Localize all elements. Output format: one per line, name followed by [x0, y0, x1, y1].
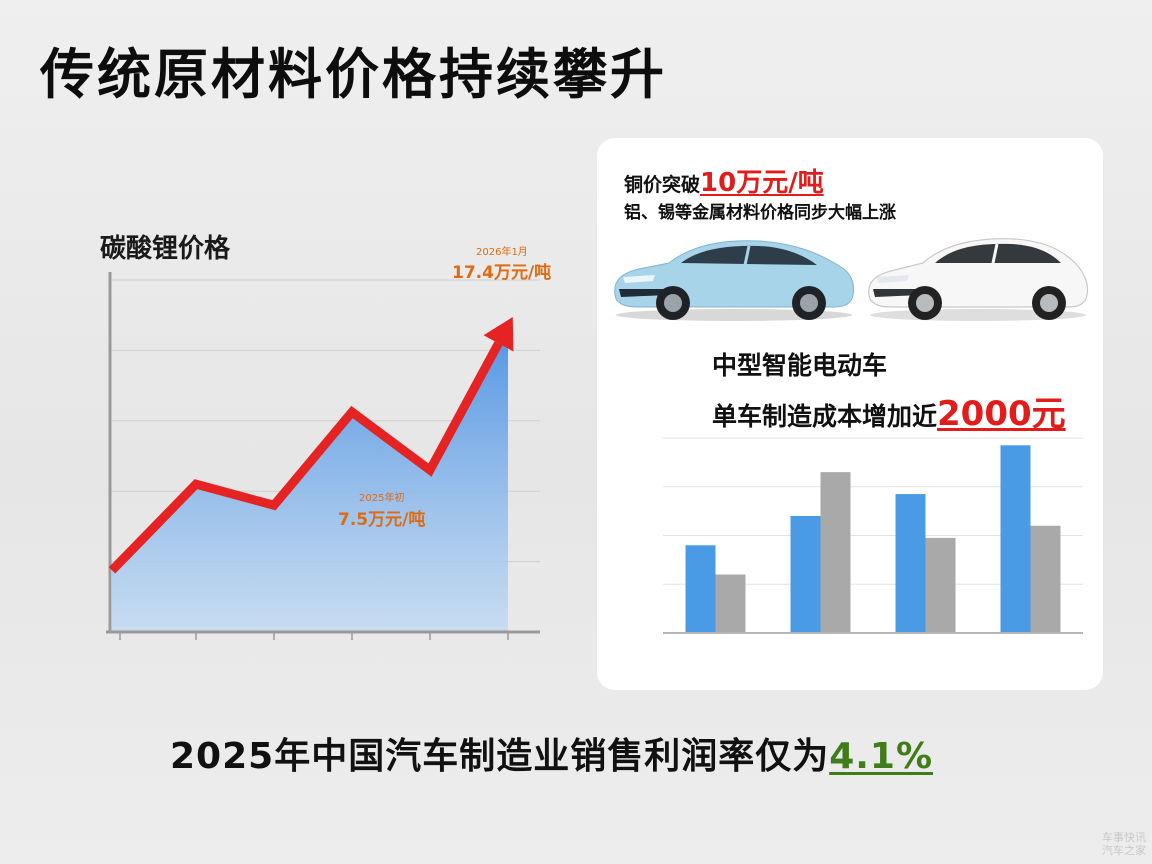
watermark-line-1: 车事快讯 [1102, 830, 1146, 844]
bar-gray [1030, 525, 1061, 633]
bar-blue [895, 494, 926, 633]
annotation-2025-date: 2025年初 [359, 493, 405, 504]
price-line [108, 341, 503, 574]
copper-price-value: 10万元/吨 [700, 168, 824, 198]
annotation-2025-value: 7.5万元/吨 [338, 510, 426, 530]
cost-line: 单车制造成本增加近2000元 [712, 386, 1066, 435]
page-title: 传统原材料价格持续攀升 [40, 43, 667, 106]
bar-gray [820, 472, 851, 633]
annotation-2026-date: 2026年1月 [476, 247, 528, 258]
cost-bar-chart [663, 437, 1083, 634]
cost-value: 2000元 [937, 394, 1066, 434]
cost-prefix: 单车制造成本增加近 [712, 402, 938, 431]
price-area [112, 325, 508, 632]
sedan-blue-car [614, 240, 854, 321]
hatchback-white-car [868, 238, 1089, 321]
copper-prefix: 铜价突破 [624, 174, 701, 196]
copper-price-line: 铜价突破10万元/吨 [624, 162, 824, 199]
watermark-line-2: 汽车之家 [1102, 844, 1146, 858]
bar-blue [790, 516, 821, 633]
bar-blue [1000, 445, 1031, 633]
bar-blue [685, 545, 716, 633]
profit-prefix: 2025年中国汽车制造业销售利润率仅为 [170, 736, 830, 777]
watermark: 车事快讯 汽车之家 [1102, 831, 1146, 859]
lithium-price-chart [106, 272, 540, 640]
bar-gray [715, 574, 746, 633]
bar-gray [925, 537, 956, 633]
arrow-head [483, 316, 514, 352]
ev-line: 中型智能电动车 [712, 351, 888, 380]
profit-value: 4.1% [829, 736, 934, 777]
lithium-chart-title: 碳酸锂价格 [100, 234, 231, 264]
profit-margin-line: 2025年中国汽车制造业销售利润率仅为4.1% [170, 727, 933, 779]
metals-line: 铝、锡等金属材料价格同步大幅上涨 [624, 203, 896, 223]
annotation-2026-value: 17.4万元/吨 [452, 263, 552, 283]
materials-card: 铜价突破10万元/吨 铝、锡等金属材料价格同步大幅上涨 中型智能电动车 单车制造… [597, 138, 1103, 690]
